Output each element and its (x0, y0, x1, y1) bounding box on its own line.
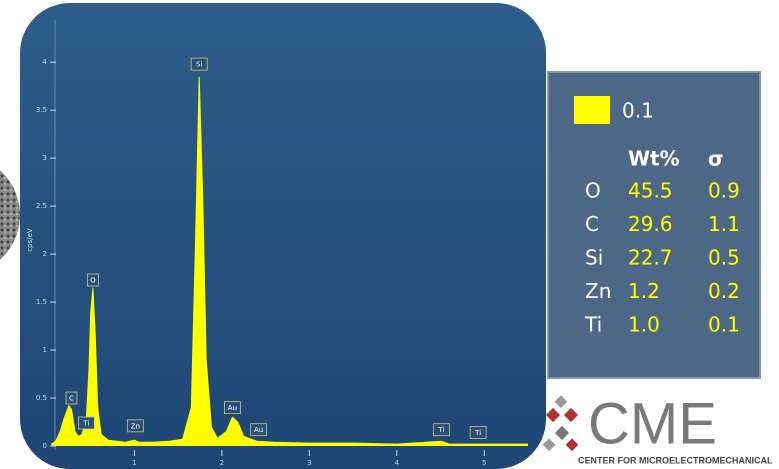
peak-label: Si (196, 61, 202, 69)
table-cell: 0.1 (708, 313, 740, 337)
peak-label: Au (254, 426, 263, 434)
row-header: Si (585, 246, 603, 270)
legend-swatch (574, 96, 610, 124)
y-tick-label: 0 (43, 442, 47, 450)
table-cell: 0.2 (708, 279, 740, 303)
y-axis-label: cps/eV (26, 228, 34, 252)
table-cell: 45.5 (628, 179, 673, 203)
x-tick-label: 2 (220, 459, 224, 467)
column-header: σ (708, 147, 724, 171)
peak-label: Ti (82, 419, 89, 427)
x-tick-label: 1 (132, 459, 136, 467)
table-cell: 0.5 (708, 246, 740, 270)
y-tick-label: 1 (43, 346, 47, 354)
y-tick-label: 3 (43, 154, 47, 162)
row-header: Zn (585, 279, 611, 303)
column-header: Wt% (628, 147, 680, 171)
peak-label: Ti (437, 426, 444, 434)
logo-subtitle: CENTER FOR MICROELECTROMECHANICAL (578, 455, 773, 465)
table-cell: 22.7 (628, 246, 673, 270)
x-tick-label: 3 (307, 459, 311, 467)
peak-label: C (69, 395, 74, 403)
logo: CME CENTER FOR MICROELECTROMECHANICAL (543, 391, 773, 465)
screenshot: 1 2 3 4 5 C Ti O Zn Si Au Au Ti Ti cps/eV 0.1 Wt% σ O 45… (0, 0, 779, 469)
peak-label: O (90, 277, 96, 285)
peak-label: Ti (474, 429, 481, 437)
table-cell: 0.9 (708, 179, 740, 203)
peak-label: Zn (131, 422, 140, 430)
y-tick-label: 3.5 (36, 106, 47, 114)
y-tick-label: 0.5 (36, 394, 47, 402)
row-header: Ti (584, 313, 602, 337)
x-tick-label: 5 (482, 459, 486, 467)
row-header: C (585, 212, 599, 236)
y-tick-label: 4 (43, 58, 48, 66)
legend-label: 0.1 (622, 99, 654, 123)
x-tick-label: 4 (395, 459, 400, 467)
logo-text: CME (588, 391, 717, 456)
y-tick-label: 2.5 (36, 202, 47, 210)
y-tick-label: 2 (43, 250, 47, 258)
y-tick-label: 1.5 (36, 298, 47, 306)
peak-label: Au (228, 404, 237, 412)
table-cell: 1.1 (708, 212, 740, 236)
spectrum-panel (20, 3, 546, 469)
table-cell: 29.6 (628, 212, 673, 236)
row-header: O (585, 179, 601, 203)
table-cell: 1.2 (628, 279, 660, 303)
sem-image (0, 155, 20, 275)
page: {"chart_data": { "type": "line", "y_labe… (0, 0, 779, 469)
table-cell: 1.0 (628, 313, 660, 337)
